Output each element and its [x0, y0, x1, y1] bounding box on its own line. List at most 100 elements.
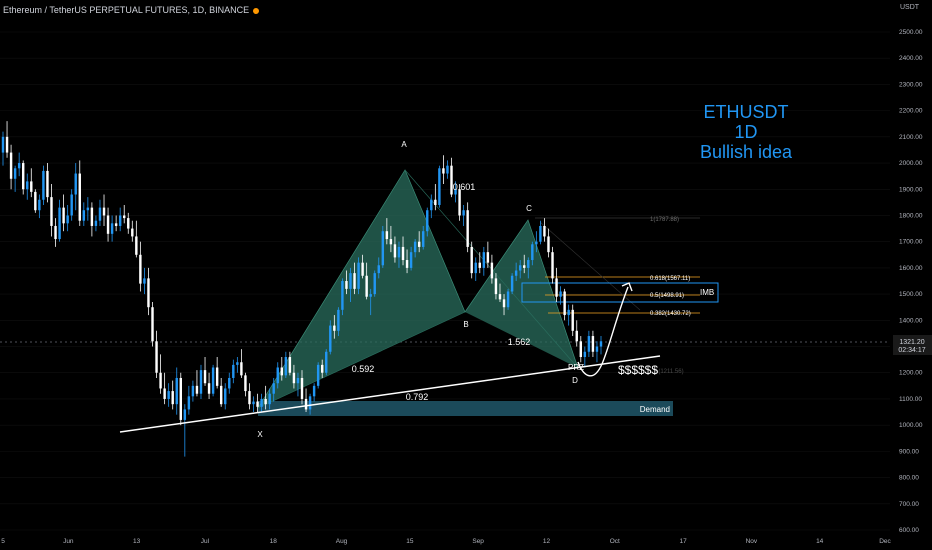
projection-line: [539, 221, 641, 311]
candle-body: [66, 215, 69, 224]
candle-body: [248, 391, 251, 405]
fib-level-1-label: 1(1787.88): [650, 217, 679, 223]
candle-body: [114, 223, 118, 226]
candle-body: [498, 294, 502, 300]
demand-label: Demand: [640, 405, 670, 414]
candle-body: [106, 215, 110, 234]
time-tick-label: 13: [133, 538, 141, 545]
xb-ratio-line: [257, 311, 466, 409]
time-tick-label: Aug: [336, 538, 348, 545]
symbol-title-bar[interactable]: Ethereum / TetherUS PERPETUAL FUTURES, 1…: [3, 5, 260, 15]
ratio-bcd: 1.562: [508, 337, 531, 347]
price-tick-label: 1000.00: [899, 422, 923, 429]
price-tick-label: 1600.00: [899, 265, 923, 272]
candle-body: [454, 189, 457, 195]
candle-body: [514, 270, 518, 276]
candle-body: [583, 351, 587, 358]
candle-body: [232, 364, 235, 378]
candle-body: [535, 241, 538, 245]
point-d-label: D: [572, 376, 578, 385]
time-tick-label: 5: [1, 538, 5, 545]
candle-body: [26, 181, 29, 190]
point-c-label: C: [526, 204, 532, 213]
candle-body: [417, 241, 421, 247]
candle-body: [268, 393, 271, 405]
candle-body: [252, 401, 255, 405]
candle-body: [422, 231, 425, 247]
candle-body: [442, 168, 445, 174]
target-label: $$$$$$: [618, 363, 658, 377]
candle-body: [523, 265, 526, 268]
time-axis[interactable]: 5 Jun 13 Jul 18 Aug 15 Sep 12 Oct 17 Nov 14 Dec: [1, 538, 891, 545]
candle-body: [183, 409, 187, 420]
price-tick-label: 2100.00: [899, 134, 923, 141]
candle-body: [430, 199, 433, 211]
candle-body: [203, 370, 207, 384]
candle-body: [438, 168, 441, 205]
candle-body: [50, 197, 53, 226]
countdown-timer: 02:34:17: [898, 347, 925, 354]
time-tick-label: 14: [816, 538, 824, 545]
candle-body: [21, 163, 25, 190]
idea-symbol: ETHUSDT: [703, 102, 789, 122]
candle-body: [482, 252, 486, 268]
candle-body: [179, 377, 182, 420]
support-trendline[interactable]: [119, 355, 661, 433]
candle-body: [54, 225, 57, 240]
candle-body: [280, 367, 284, 376]
candle-body: [349, 273, 352, 289]
candle-body: [139, 254, 142, 284]
candle-body: [329, 325, 332, 352]
point-a-label: A: [401, 140, 407, 149]
time-tick-label: 17: [679, 538, 687, 545]
candle-body: [405, 260, 409, 268]
candle-body: [401, 246, 405, 261]
time-tick-label: Sep: [472, 538, 484, 545]
candle-body: [5, 136, 9, 153]
candle-body: [357, 262, 360, 289]
candle-body: [361, 262, 364, 276]
candle-body: [256, 401, 259, 407]
candle-body: [563, 291, 566, 316]
candle-body: [187, 396, 191, 410]
candle-body: [159, 372, 162, 389]
candle-body: [62, 207, 65, 224]
imbalance-label: IMB: [700, 288, 714, 297]
candle-body: [195, 385, 199, 394]
candle-body: [260, 398, 263, 407]
candle-body: [219, 385, 223, 405]
candle-body: [547, 236, 550, 253]
candle-body: [385, 231, 389, 240]
currency-unit: USDT: [900, 4, 920, 11]
candle-body: [502, 299, 506, 308]
candle-body: [70, 194, 73, 216]
price-tick-label: 1100.00: [899, 396, 922, 403]
candle-body: [215, 367, 219, 386]
candle-body: [426, 210, 429, 232]
candle-body: [228, 377, 231, 389]
candle-body: [595, 346, 599, 352]
imbalance-box[interactable]: [521, 282, 719, 303]
candle-body: [462, 210, 465, 216]
candle-body: [151, 307, 154, 342]
candle-body: [312, 385, 316, 397]
demand-zone[interactable]: [258, 401, 673, 416]
candle-body: [337, 309, 340, 331]
price-tick-label: 900.00: [899, 448, 919, 455]
candle-body: [575, 330, 578, 342]
candle-body: [434, 199, 437, 205]
candle-body: [304, 398, 308, 410]
candle-body: [510, 275, 514, 292]
candle-body: [42, 170, 45, 200]
pattern-xab-shape: [258, 170, 465, 408]
candle-body: [13, 168, 17, 179]
candle-body: [591, 336, 595, 352]
price-tick-label: 2500.00: [899, 29, 923, 36]
prz-label: PRZ: [568, 363, 584, 372]
candle-body: [163, 388, 166, 399]
time-tick-label: 18: [270, 538, 278, 545]
candle-body: [531, 244, 534, 261]
candle-body: [38, 199, 41, 211]
candle-body: [264, 398, 267, 405]
